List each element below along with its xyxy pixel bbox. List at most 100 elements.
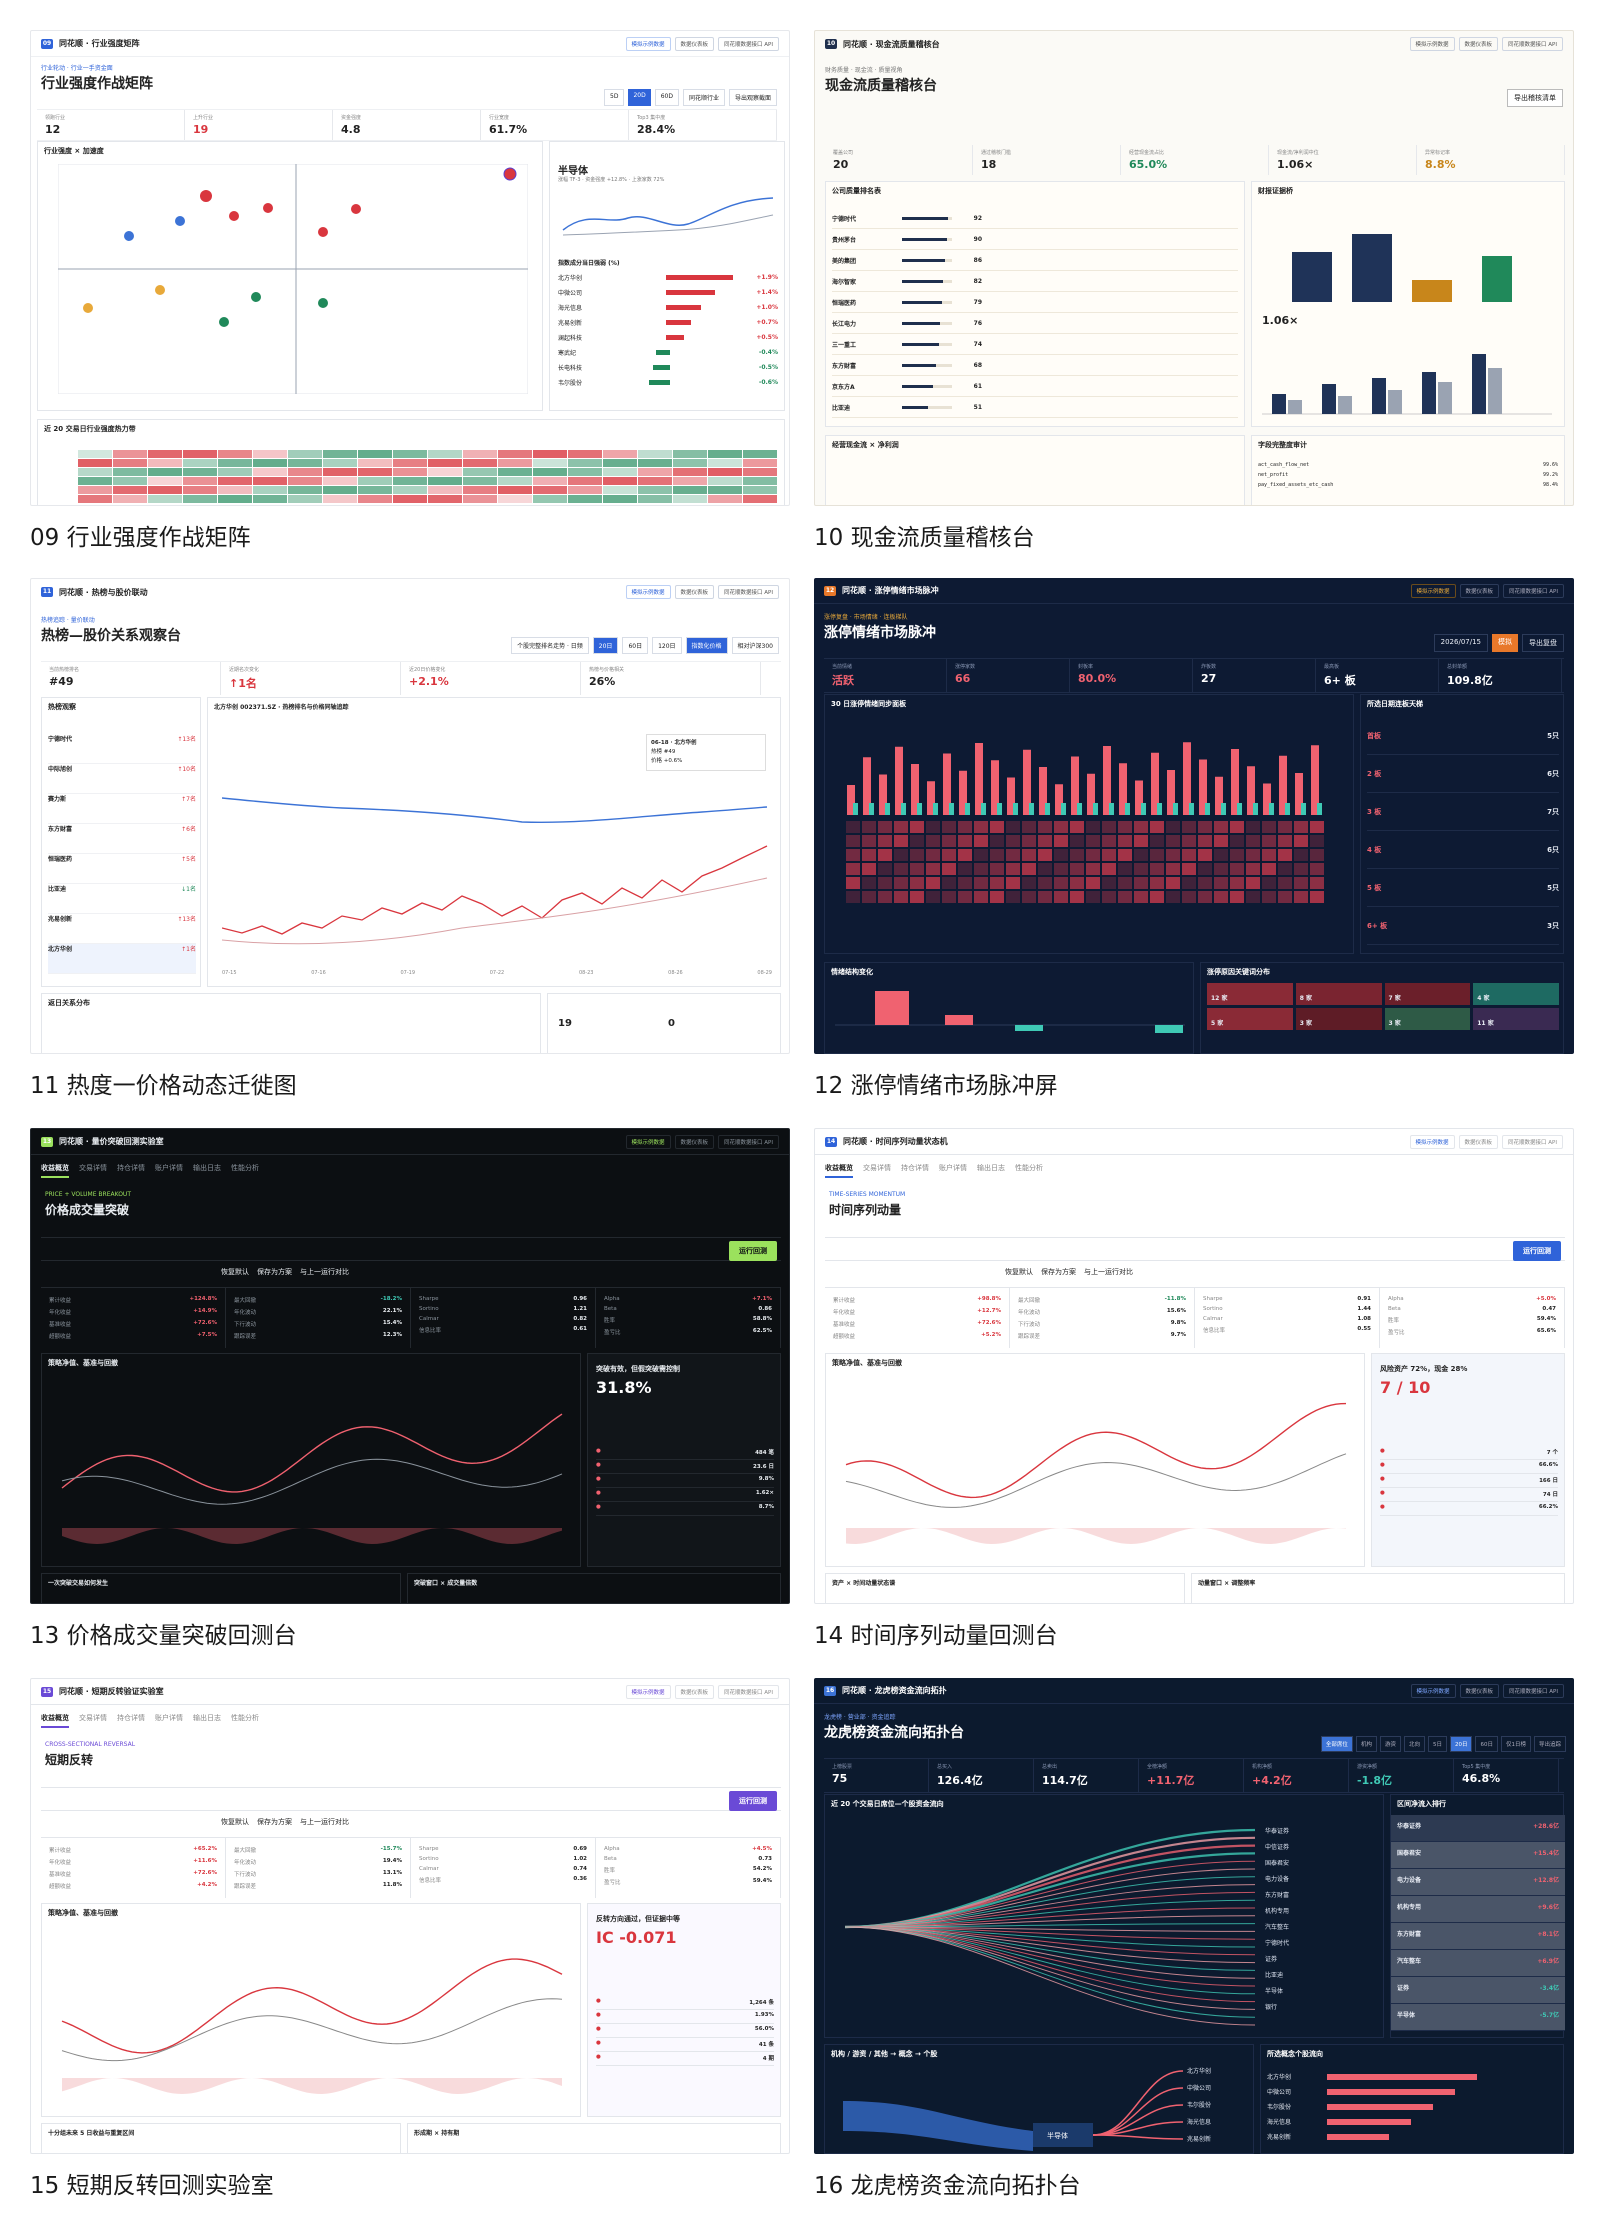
param-bar[interactable] bbox=[825, 1237, 1565, 1261]
api-button[interactable]: 同花顺数据接口 API bbox=[1502, 37, 1563, 51]
rank-row[interactable]: 机构专用 +9.6亿 bbox=[1391, 1896, 1565, 1923]
table-row[interactable]: 三一重工 74 bbox=[832, 334, 1238, 355]
list-item[interactable]: 兆易创新 ↑13名 bbox=[48, 914, 196, 944]
table-row[interactable]: 东方财富 68 bbox=[832, 355, 1238, 376]
dashboard-button[interactable]: 数据仪表板 bbox=[1458, 37, 1499, 51]
tab-2[interactable]: 持仓详情 bbox=[117, 1164, 145, 1172]
tab-3[interactable]: 账户详情 bbox=[155, 1714, 183, 1722]
mock-data-button[interactable]: 模拟示例数据 bbox=[1410, 583, 1456, 598]
tab-5[interactable]: 性能分析 bbox=[231, 1714, 259, 1722]
ladder-row[interactable]: 3 板 7只 bbox=[1367, 793, 1559, 831]
ladder-row[interactable]: 6+ 板 3只 bbox=[1367, 907, 1559, 945]
action-button[interactable]: 与上一运行对比 bbox=[1084, 1268, 1133, 1276]
action-button[interactable]: 恢复默认 bbox=[221, 1268, 249, 1276]
run-backtest-button[interactable]: 运行回测 bbox=[729, 1791, 777, 1811]
rank-row[interactable]: 汽车整车 +6.9亿 bbox=[1391, 1950, 1565, 1977]
rank-row[interactable]: 国泰君安 +15.4亿 bbox=[1391, 1842, 1565, 1869]
date-picker[interactable]: 2026/07/15 bbox=[1433, 634, 1488, 652]
card-13[interactable]: 13 同花顺 · 量价突破回测实验室 模拟示例数据 数据仪表板 同花顺数据接口 API 收… bbox=[30, 1128, 790, 1649]
control-option[interactable]: 指数化价格 bbox=[685, 637, 728, 654]
card-09[interactable]: 09 同花顺 · 行业强度矩阵 模拟示例数据 数据仪表板 同花顺数据接口 API… bbox=[30, 30, 790, 551]
tab-4[interactable]: 输出日志 bbox=[193, 1714, 221, 1722]
dashboard-button[interactable]: 数据仪表板 bbox=[674, 585, 715, 599]
run-backtest-button[interactable]: 运行回测 bbox=[1513, 1241, 1561, 1261]
rank-row[interactable]: 电力设备 +12.8亿 bbox=[1391, 1869, 1565, 1896]
export-button[interactable]: 导出观察截面 bbox=[728, 89, 777, 106]
api-button[interactable]: 同花顺数据接口 API bbox=[718, 36, 779, 51]
control-option[interactable]: 北向 bbox=[1403, 1736, 1425, 1752]
param-bar[interactable] bbox=[41, 1237, 781, 1261]
control-option[interactable]: 20日 bbox=[1449, 1736, 1473, 1752]
keyword-tile[interactable]: 3 家 bbox=[1384, 1008, 1471, 1030]
table-row[interactable]: 贵州茅台 90 bbox=[832, 229, 1238, 250]
mock-data-button[interactable]: 模拟示例数据 bbox=[1410, 1683, 1456, 1698]
ladder-row[interactable]: 5 板 5只 bbox=[1367, 869, 1559, 907]
api-button[interactable]: 同花顺数据接口 API bbox=[718, 1684, 779, 1699]
keyword-tile[interactable]: 7 家 bbox=[1384, 983, 1471, 1005]
api-button[interactable]: 同花顺数据接口 API bbox=[718, 585, 779, 599]
control-option[interactable]: 60日 bbox=[1475, 1736, 1498, 1752]
action-button[interactable]: 恢复默认 bbox=[1005, 1268, 1033, 1276]
ladder-row[interactable]: 4 板 6只 bbox=[1367, 831, 1559, 869]
keyword-tile[interactable]: 4 家 bbox=[1473, 983, 1559, 1005]
ladder-row[interactable]: 首板 5只 bbox=[1367, 717, 1559, 755]
control-option[interactable]: 导出追踪 bbox=[1533, 1736, 1566, 1752]
action-button[interactable]: 恢复默认 bbox=[221, 1818, 249, 1826]
tab-2[interactable]: 持仓详情 bbox=[901, 1164, 929, 1172]
dashboard-button[interactable]: 数据仪表板 bbox=[674, 1684, 715, 1699]
rank-row[interactable]: 证券 -3.4亿 bbox=[1391, 1977, 1565, 2004]
control-option[interactable]: 全部席位 bbox=[1320, 1736, 1353, 1752]
tab-2[interactable]: 持仓详情 bbox=[117, 1714, 145, 1722]
tab-1[interactable]: 交易详情 bbox=[79, 1714, 107, 1722]
api-button[interactable]: 同花顺数据接口 API bbox=[1503, 1683, 1564, 1698]
table-row[interactable]: 比亚迪 51 bbox=[832, 397, 1238, 418]
action-button[interactable]: 与上一运行对比 bbox=[300, 1268, 349, 1276]
list-item[interactable]: 比亚迪 ↓1名 bbox=[48, 884, 196, 914]
tab-5[interactable]: 性能分析 bbox=[231, 1164, 259, 1172]
keyword-tile[interactable]: 12 家 bbox=[1207, 983, 1293, 1005]
dashboard-button[interactable]: 数据仪表板 bbox=[1459, 1683, 1500, 1698]
control-option[interactable]: 个股完整排名走势 · 日频 bbox=[511, 637, 589, 654]
mock-data-button[interactable]: 模拟示例数据 bbox=[625, 1684, 671, 1699]
tab-0[interactable]: 收益概览 bbox=[41, 1163, 69, 1178]
tab-5[interactable]: 性能分析 bbox=[1015, 1164, 1043, 1172]
tab-4[interactable]: 输出日志 bbox=[977, 1164, 1005, 1172]
card-16[interactable]: 16 同花顺 · 龙虎榜资金流向拓扑 模拟示例数据 数据仪表板 同花顺数据接口 … bbox=[814, 1678, 1574, 2199]
industry-select[interactable]: 同花顺行业 bbox=[682, 89, 725, 106]
table-row[interactable]: 美的集团 86 bbox=[832, 250, 1238, 271]
run-backtest-button[interactable]: 运行回测 bbox=[729, 1241, 777, 1261]
range-20d[interactable]: 20D bbox=[628, 89, 651, 106]
control-option[interactable]: 5日 bbox=[1427, 1736, 1447, 1752]
table-row[interactable]: 宁德时代 92 bbox=[832, 208, 1238, 229]
tab-3[interactable]: 账户详情 bbox=[939, 1164, 967, 1172]
keyword-tile[interactable]: 11 家 bbox=[1473, 1008, 1559, 1030]
mock-data-button[interactable]: 模拟示例数据 bbox=[625, 1134, 671, 1149]
param-bar[interactable] bbox=[41, 1787, 781, 1811]
control-option[interactable]: 相对沪深300 bbox=[731, 637, 779, 654]
rank-row[interactable]: 华泰证券 +28.6亿 bbox=[1391, 1815, 1565, 1842]
list-item[interactable]: 北方华创 ↑1名 bbox=[48, 944, 196, 974]
mock-toggle[interactable]: 模拟 bbox=[1492, 634, 1518, 652]
table-row[interactable]: 京东方A 61 bbox=[832, 376, 1238, 397]
keyword-tile[interactable]: 3 家 bbox=[1295, 1008, 1382, 1030]
list-item[interactable]: 东方财富 ↑6名 bbox=[48, 824, 196, 854]
control-option[interactable]: 60日 bbox=[622, 637, 649, 654]
api-button[interactable]: 同花顺数据接口 API bbox=[718, 1134, 779, 1149]
mock-data-button[interactable]: 模拟示例数据 bbox=[1409, 37, 1455, 51]
card-15[interactable]: 15 同花顺 · 短期反转验证实验室 模拟示例数据 数据仪表板 同花顺数据接口 API 收… bbox=[30, 1678, 790, 2199]
range-60d[interactable]: 60D bbox=[654, 89, 679, 106]
tab-0[interactable]: 收益概览 bbox=[825, 1163, 853, 1178]
control-option[interactable]: 游资 bbox=[1379, 1736, 1401, 1752]
tab-1[interactable]: 交易详情 bbox=[863, 1164, 891, 1172]
rank-row[interactable]: 东方财富 +8.1亿 bbox=[1391, 1923, 1565, 1950]
action-button[interactable]: 保存为方案 bbox=[257, 1818, 292, 1826]
keyword-tile[interactable]: 8 家 bbox=[1295, 983, 1382, 1005]
dashboard-button[interactable]: 数据仪表板 bbox=[674, 1134, 715, 1149]
card-14[interactable]: 14 同花顺 · 时间序列动量状态机 模拟示例数据 数据仪表板 同花顺数据接口 API 收… bbox=[814, 1128, 1574, 1649]
api-button[interactable]: 同花顺数据接口 API bbox=[1502, 1134, 1563, 1149]
range-5d[interactable]: 5D bbox=[604, 89, 625, 106]
control-option[interactable]: 120日 bbox=[652, 637, 682, 654]
control-option[interactable]: 20日 bbox=[592, 637, 619, 654]
control-option[interactable]: 机构 bbox=[1355, 1736, 1377, 1752]
table-row[interactable]: 长江电力 76 bbox=[832, 313, 1238, 334]
